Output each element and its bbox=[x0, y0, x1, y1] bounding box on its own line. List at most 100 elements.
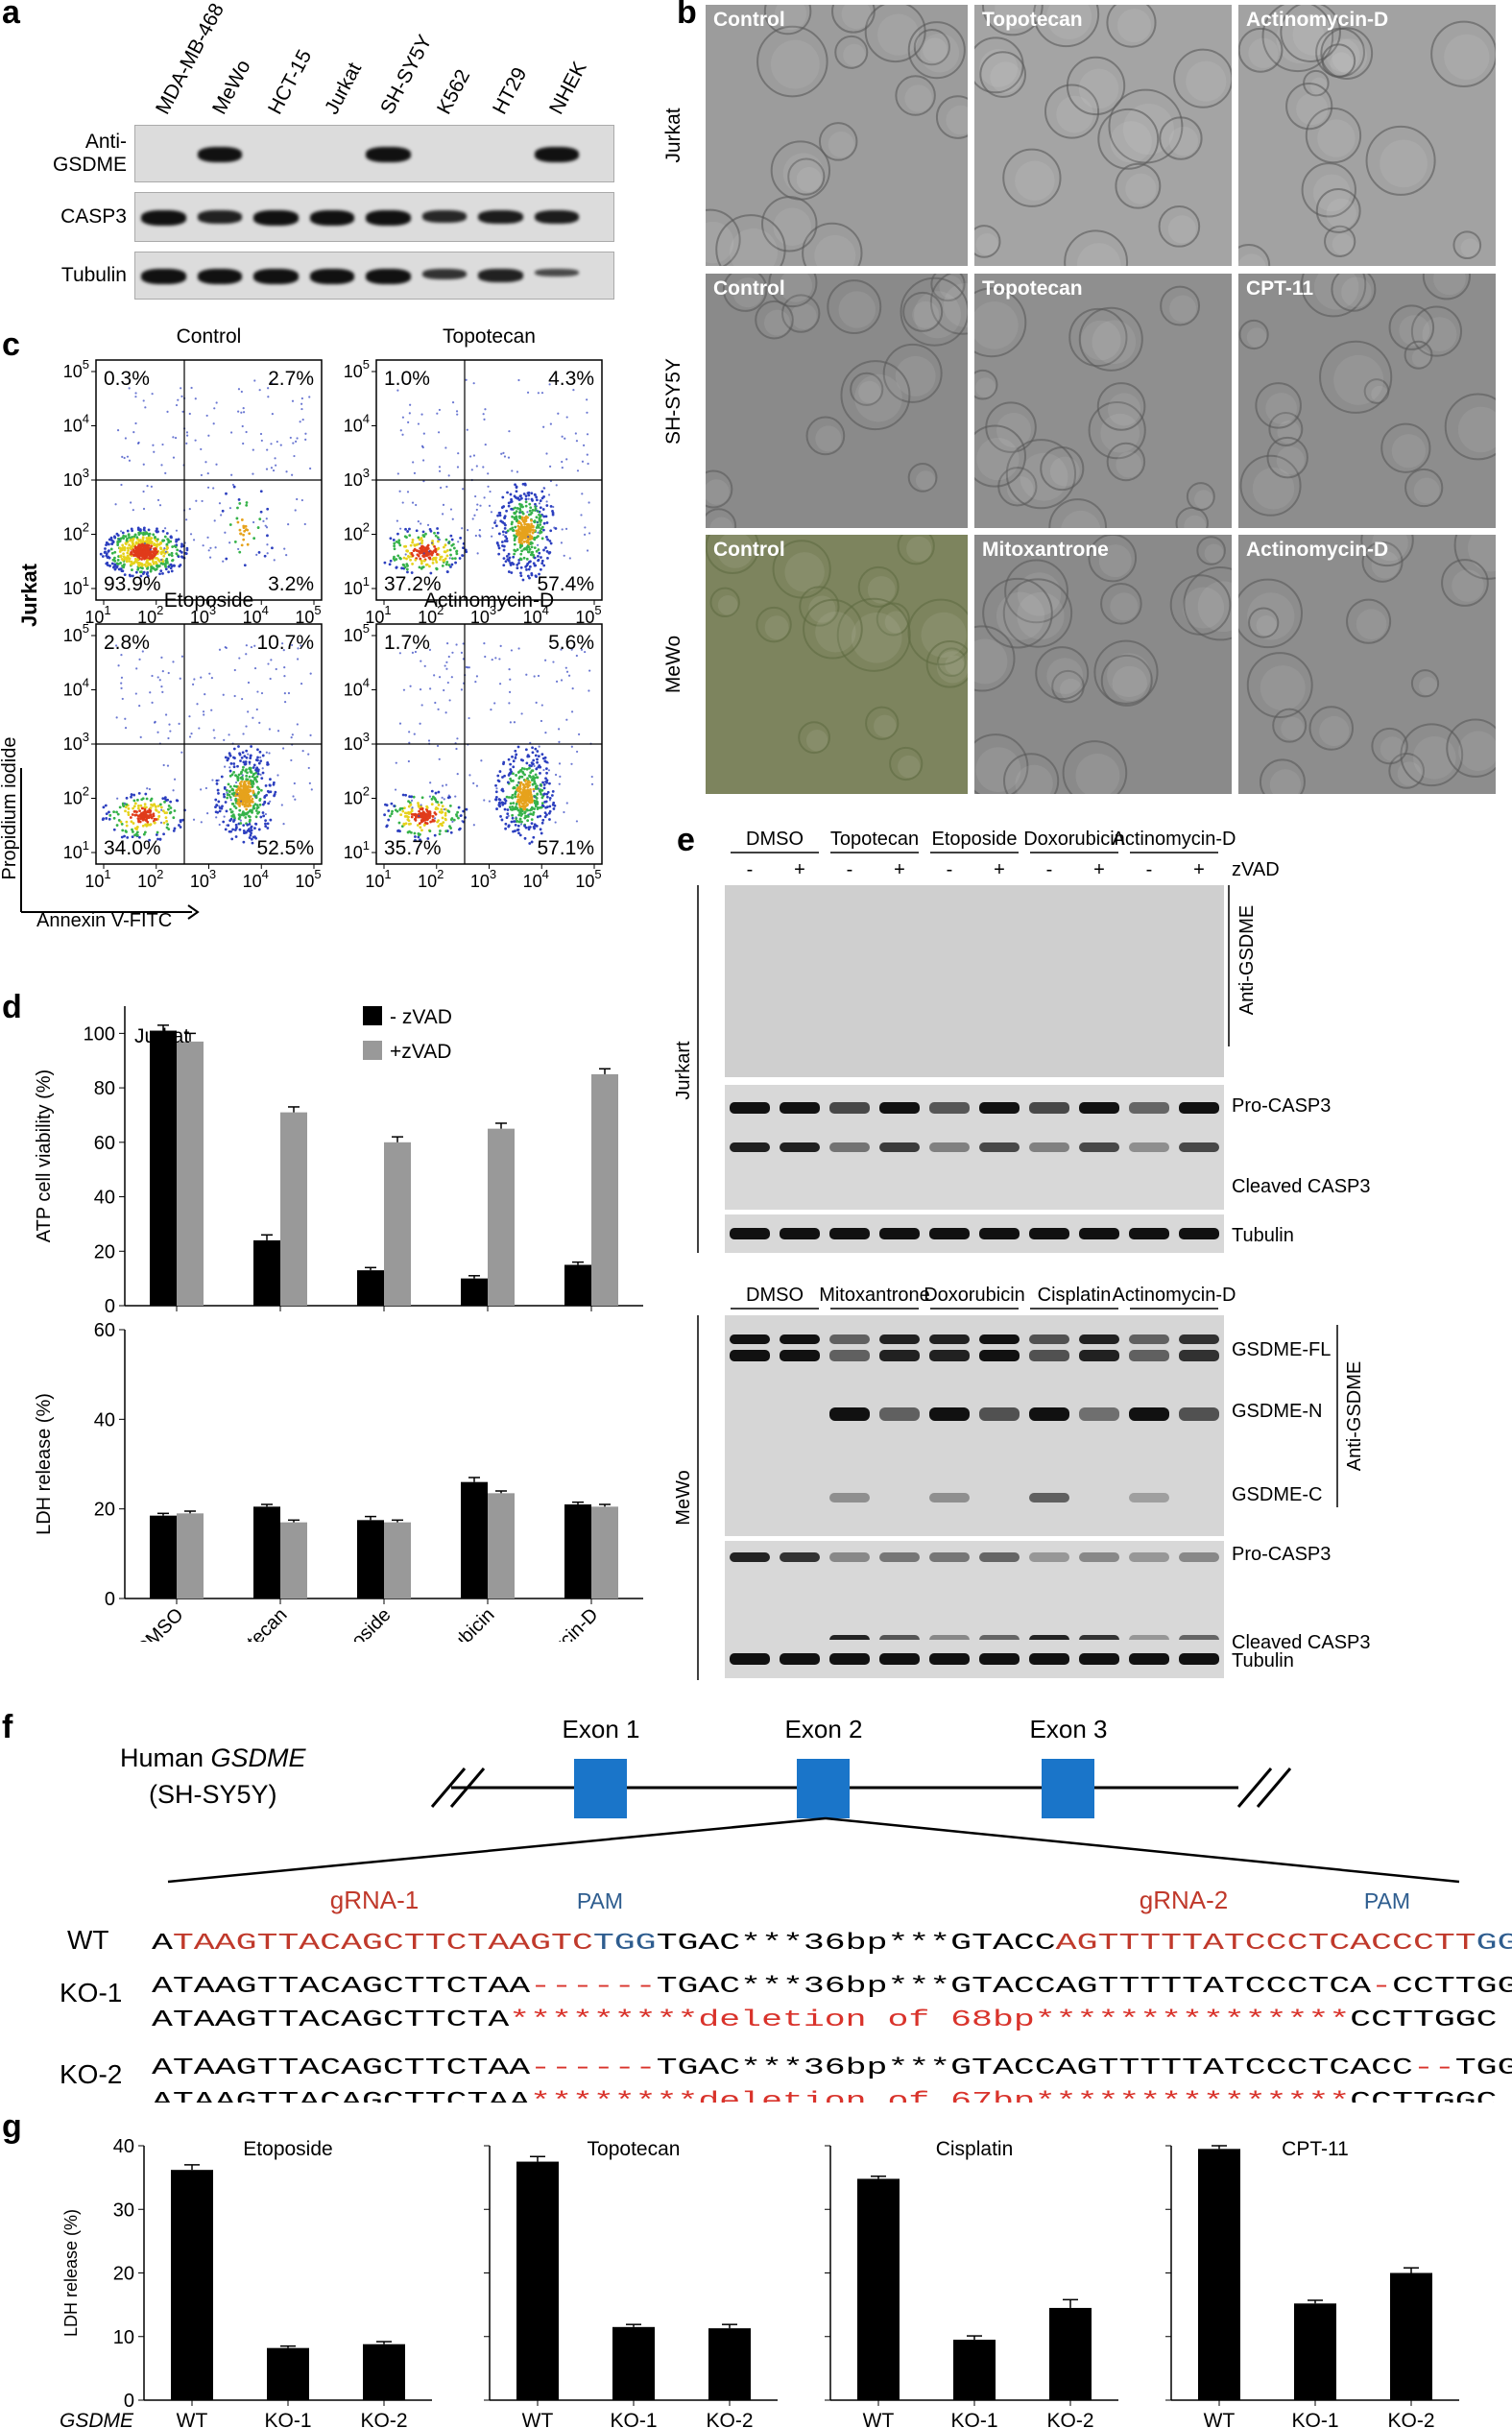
flow-event bbox=[420, 537, 423, 540]
flow-event bbox=[518, 810, 521, 814]
flow-event bbox=[545, 771, 548, 775]
panel-g: g 0 10 20 30 40 WT KO-1 KO-2 Etoposide LDH releas… bbox=[0, 2108, 1512, 2428]
flow-event bbox=[121, 543, 125, 547]
flow-event bbox=[549, 541, 553, 545]
micrograph-tile: CPT-11 bbox=[1238, 274, 1496, 528]
flow-event bbox=[230, 787, 234, 791]
flow-event bbox=[586, 433, 589, 436]
flow-event bbox=[410, 815, 414, 819]
blot-strip bbox=[134, 192, 614, 242]
flow-event bbox=[184, 552, 188, 556]
flow-event bbox=[169, 800, 173, 804]
flow-event bbox=[255, 708, 258, 711]
blot-band bbox=[879, 1552, 920, 1562]
flow-event bbox=[237, 547, 240, 551]
flow-event bbox=[460, 651, 464, 654]
flow-event bbox=[190, 733, 193, 735]
micrograph-label: CPT-11 bbox=[1246, 277, 1314, 300]
flow-event bbox=[260, 691, 264, 695]
flow-event bbox=[157, 810, 160, 814]
flow-event bbox=[259, 756, 262, 758]
row-label: WT bbox=[67, 1925, 109, 1955]
flow-event bbox=[229, 817, 233, 821]
flow-event bbox=[242, 442, 245, 445]
flow-event bbox=[397, 821, 401, 825]
flow-event bbox=[428, 812, 432, 815]
flow-event bbox=[300, 407, 303, 411]
blot-label-text: Tubulin bbox=[60, 264, 127, 286]
x-tick-label: Etoposide bbox=[320, 1604, 395, 1642]
flow-event bbox=[509, 768, 513, 771]
flow-event bbox=[268, 752, 271, 755]
flow-event bbox=[495, 807, 498, 810]
flow-event bbox=[508, 690, 512, 693]
flow-event bbox=[161, 670, 164, 673]
flow-event bbox=[510, 571, 514, 574]
flow-event bbox=[457, 541, 460, 543]
flow-event bbox=[435, 561, 439, 564]
micrograph-row-label: SH-SY5Y bbox=[662, 357, 684, 445]
flow-event bbox=[563, 810, 565, 814]
flow-event bbox=[438, 408, 442, 412]
treatment-label: Topotecan bbox=[830, 829, 919, 850]
flow-event bbox=[413, 817, 417, 821]
flow-event bbox=[222, 560, 225, 563]
bar bbox=[177, 1513, 204, 1599]
flow-event bbox=[131, 543, 134, 547]
blot-band bbox=[1079, 1334, 1119, 1344]
exon-box bbox=[1042, 1759, 1094, 1818]
flow-event bbox=[401, 809, 405, 813]
flow-event bbox=[213, 736, 216, 739]
flow-event bbox=[235, 784, 238, 788]
flow-event bbox=[421, 545, 425, 549]
tick-exponent: 2 bbox=[83, 520, 89, 535]
blot-band bbox=[1179, 1334, 1219, 1344]
flow-event bbox=[444, 550, 447, 554]
flow-event bbox=[437, 819, 441, 823]
flow-event bbox=[242, 407, 245, 410]
flow-event bbox=[540, 802, 544, 805]
lane-label: Jurkat bbox=[320, 59, 366, 118]
blot-band bbox=[1029, 1102, 1069, 1114]
flow-event bbox=[401, 501, 404, 504]
flow-event bbox=[180, 550, 183, 554]
blot-band bbox=[730, 1142, 770, 1152]
flow-event bbox=[442, 545, 445, 549]
chart-title: CPT-11 bbox=[1282, 2138, 1349, 2160]
flow-event bbox=[138, 658, 141, 661]
flow-event bbox=[240, 790, 244, 793]
flow-event bbox=[142, 550, 146, 554]
flow-event bbox=[255, 806, 259, 810]
flow-event bbox=[533, 827, 537, 830]
flow-event bbox=[545, 795, 549, 799]
flow-event bbox=[406, 530, 410, 533]
flow-event bbox=[447, 474, 450, 477]
flow-event bbox=[155, 567, 158, 571]
flow-event bbox=[522, 799, 526, 803]
flow-event bbox=[228, 733, 230, 736]
flow-event bbox=[269, 818, 273, 822]
flow-event bbox=[445, 561, 449, 564]
flow-event bbox=[230, 814, 234, 818]
zvad-sign: + bbox=[994, 859, 1005, 880]
blot-band bbox=[1029, 1493, 1069, 1502]
flow-event bbox=[242, 524, 246, 528]
flow-event bbox=[161, 690, 164, 693]
flow-event bbox=[500, 541, 504, 543]
flow-event bbox=[152, 562, 156, 565]
flow-event bbox=[529, 553, 533, 557]
flow-event bbox=[159, 821, 163, 824]
flow-event bbox=[540, 556, 542, 559]
bar bbox=[488, 1493, 515, 1599]
flow-event bbox=[229, 762, 233, 765]
flow-event bbox=[226, 788, 228, 792]
flow-event bbox=[238, 828, 242, 831]
blot-band bbox=[979, 1350, 1020, 1361]
flow-plot-title: Control bbox=[177, 325, 242, 348]
flow-event bbox=[511, 526, 515, 530]
flow-event bbox=[495, 541, 499, 544]
flow-event bbox=[149, 569, 153, 573]
flow-event bbox=[529, 527, 532, 531]
flow-event bbox=[116, 429, 120, 432]
